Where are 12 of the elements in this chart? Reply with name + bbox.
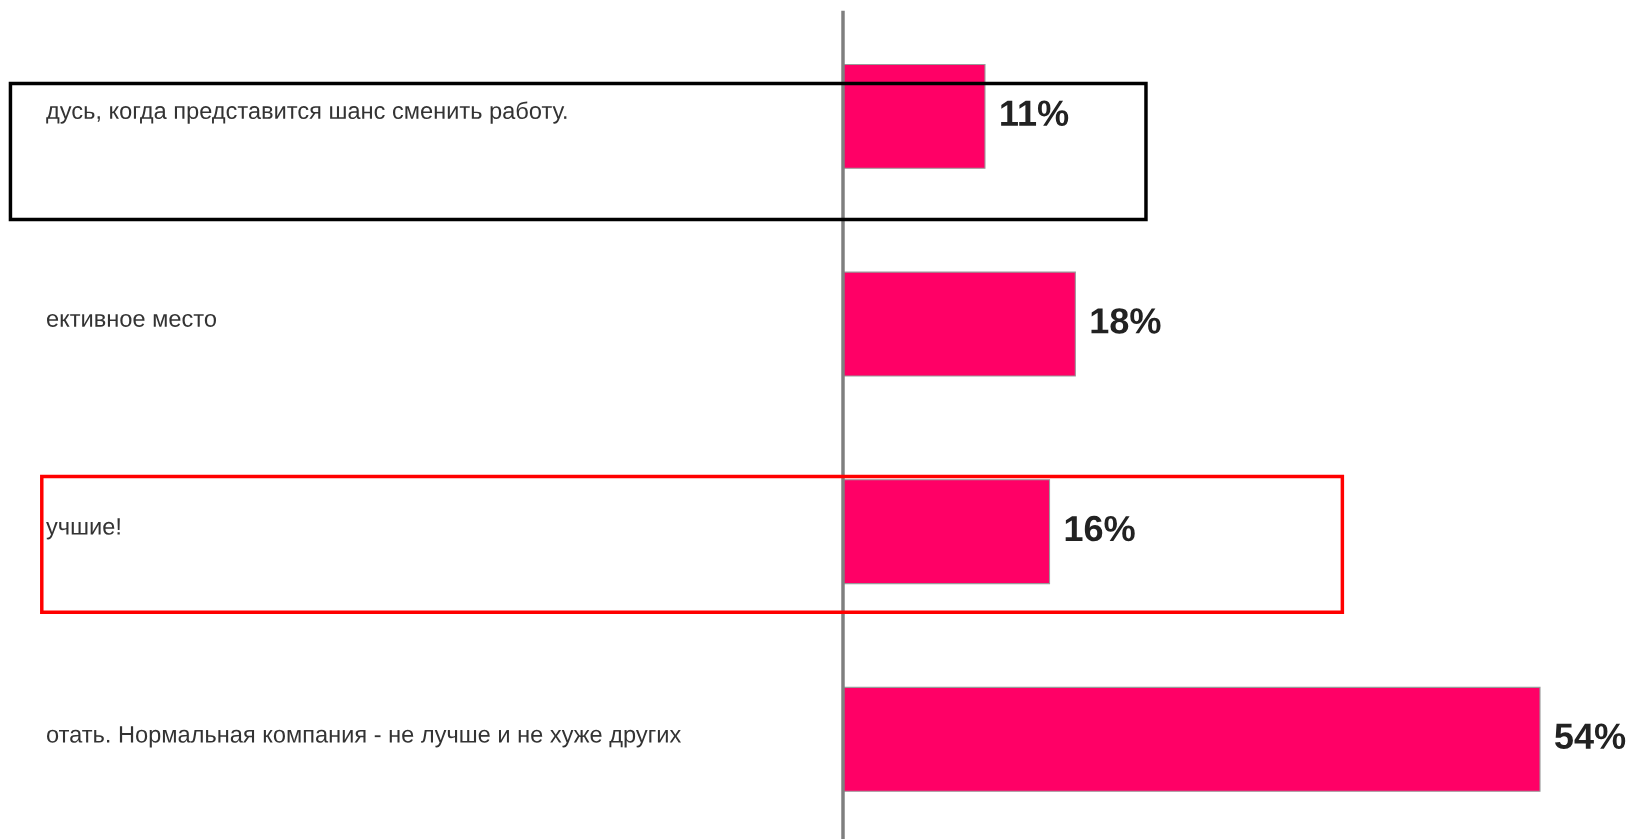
data-label: 18% bbox=[1091, 308, 1161, 334]
y-tick-label: ективное место bbox=[47, 313, 216, 327]
y-tick-label: отать. Нормальная компания - не лучше и не хуже других bbox=[46, 726, 682, 748]
data-label: 54% bbox=[1555, 723, 1626, 750]
y-tick-label: дусь, когда представится шанс сменить работу. bbox=[46, 101, 567, 124]
data-label: 11% bbox=[1001, 100, 1069, 126]
bar bbox=[843, 63, 986, 169]
y-tick-label: учшие! bbox=[46, 518, 120, 540]
bar bbox=[843, 686, 1541, 792]
bar bbox=[843, 479, 1051, 585]
bar bbox=[843, 271, 1076, 377]
data-label: 16% bbox=[1065, 515, 1135, 542]
